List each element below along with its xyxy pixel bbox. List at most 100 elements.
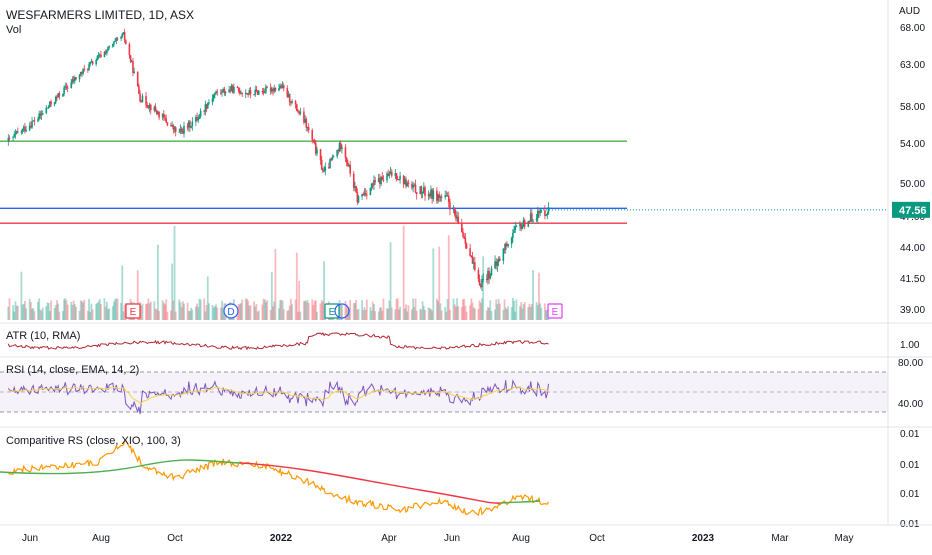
candle[interactable] bbox=[230, 83, 233, 92]
candle[interactable] bbox=[205, 103, 208, 113]
candle[interactable] bbox=[295, 103, 298, 112]
candle[interactable] bbox=[157, 110, 159, 116]
candle[interactable] bbox=[206, 102, 209, 110]
candle[interactable] bbox=[305, 116, 308, 132]
candle[interactable] bbox=[513, 225, 515, 233]
candle[interactable] bbox=[474, 256, 476, 272]
candle[interactable] bbox=[81, 71, 83, 78]
rsi-pane[interactable]: 80.00 40.00 bbox=[0, 358, 923, 415]
candle[interactable] bbox=[485, 274, 488, 283]
candle[interactable] bbox=[148, 102, 151, 113]
horizontal-levels[interactable] bbox=[0, 140, 888, 224]
candle[interactable] bbox=[130, 59, 133, 63]
candle[interactable] bbox=[171, 121, 173, 128]
candle[interactable] bbox=[319, 148, 322, 165]
candle[interactable] bbox=[347, 159, 349, 167]
candle[interactable] bbox=[24, 122, 26, 134]
candle[interactable] bbox=[32, 120, 35, 122]
candle[interactable] bbox=[241, 92, 243, 97]
candle[interactable] bbox=[20, 130, 23, 135]
candle[interactable] bbox=[53, 101, 56, 107]
candle[interactable] bbox=[506, 241, 508, 247]
candle[interactable] bbox=[455, 209, 457, 222]
candle[interactable] bbox=[233, 83, 235, 95]
rsi-ema-line[interactable] bbox=[8, 386, 549, 405]
candle[interactable] bbox=[199, 108, 202, 119]
candle[interactable] bbox=[519, 220, 521, 232]
candle[interactable] bbox=[41, 110, 44, 116]
candle[interactable] bbox=[196, 112, 198, 122]
candle[interactable] bbox=[228, 85, 230, 93]
candle[interactable] bbox=[58, 91, 61, 100]
symbol-title[interactable]: WESFARMERS LIMITED, 1D, ASX bbox=[6, 8, 195, 22]
candle[interactable] bbox=[355, 185, 357, 193]
candle[interactable] bbox=[191, 117, 194, 131]
candle[interactable] bbox=[224, 90, 227, 97]
candle[interactable] bbox=[195, 114, 197, 126]
candle[interactable] bbox=[39, 110, 42, 120]
candle[interactable] bbox=[216, 88, 219, 96]
candle[interactable] bbox=[452, 205, 455, 214]
candle[interactable] bbox=[322, 167, 324, 174]
candle[interactable] bbox=[394, 169, 397, 180]
candle[interactable] bbox=[348, 163, 350, 168]
candle[interactable] bbox=[237, 87, 240, 94]
candle[interactable] bbox=[361, 193, 363, 200]
candle[interactable] bbox=[371, 182, 374, 190]
last-price-badge[interactable]: 47.56 bbox=[892, 201, 930, 218]
candle[interactable] bbox=[481, 275, 483, 291]
candle[interactable] bbox=[288, 93, 291, 106]
candle[interactable] bbox=[294, 99, 297, 109]
candle[interactable] bbox=[438, 191, 441, 202]
candle[interactable] bbox=[386, 171, 388, 184]
candle[interactable] bbox=[398, 178, 400, 181]
candle[interactable] bbox=[313, 138, 316, 145]
candle[interactable] bbox=[419, 186, 422, 195]
candle[interactable] bbox=[203, 109, 205, 116]
candle[interactable] bbox=[297, 109, 299, 113]
candle[interactable] bbox=[254, 85, 257, 97]
candle[interactable] bbox=[240, 90, 242, 95]
price-candles[interactable] bbox=[7, 28, 550, 291]
candle[interactable] bbox=[298, 110, 300, 116]
candle[interactable] bbox=[496, 259, 499, 272]
atr-label[interactable]: ATR (10, RMA) bbox=[6, 330, 81, 342]
candle[interactable] bbox=[388, 171, 391, 179]
candle[interactable] bbox=[420, 185, 423, 199]
candle[interactable] bbox=[282, 82, 285, 92]
candle[interactable] bbox=[287, 90, 290, 98]
candle[interactable] bbox=[103, 50, 106, 58]
candle[interactable] bbox=[464, 233, 467, 249]
candle[interactable] bbox=[263, 88, 266, 94]
candle[interactable] bbox=[490, 265, 493, 277]
candle[interactable] bbox=[114, 37, 116, 42]
candle[interactable] bbox=[414, 179, 417, 194]
candle[interactable] bbox=[47, 104, 50, 109]
candle[interactable] bbox=[377, 173, 380, 183]
candle[interactable] bbox=[8, 135, 11, 142]
candle[interactable] bbox=[272, 87, 274, 96]
event-marker[interactable]: D bbox=[223, 303, 239, 319]
candle[interactable] bbox=[462, 228, 464, 239]
candle[interactable] bbox=[432, 187, 435, 202]
candle[interactable] bbox=[332, 154, 335, 158]
candle[interactable] bbox=[125, 39, 127, 45]
candle[interactable] bbox=[440, 193, 443, 202]
candle[interactable] bbox=[436, 187, 438, 204]
candle[interactable] bbox=[354, 181, 356, 192]
candle[interactable] bbox=[314, 139, 317, 156]
candle[interactable] bbox=[527, 220, 530, 228]
candle[interactable] bbox=[22, 124, 25, 133]
candle[interactable] bbox=[453, 207, 456, 217]
candle[interactable] bbox=[145, 92, 147, 109]
candle[interactable] bbox=[186, 122, 189, 131]
candle[interactable] bbox=[329, 157, 331, 169]
candle[interactable] bbox=[456, 211, 458, 222]
candle[interactable] bbox=[56, 94, 58, 101]
candle[interactable] bbox=[46, 107, 49, 109]
candle[interactable] bbox=[38, 110, 40, 121]
candle[interactable] bbox=[17, 127, 19, 134]
candle[interactable] bbox=[529, 208, 532, 222]
rsi-label[interactable]: RSI (14, close, EMA, 14, 2) bbox=[6, 364, 140, 376]
candle[interactable] bbox=[269, 83, 272, 95]
